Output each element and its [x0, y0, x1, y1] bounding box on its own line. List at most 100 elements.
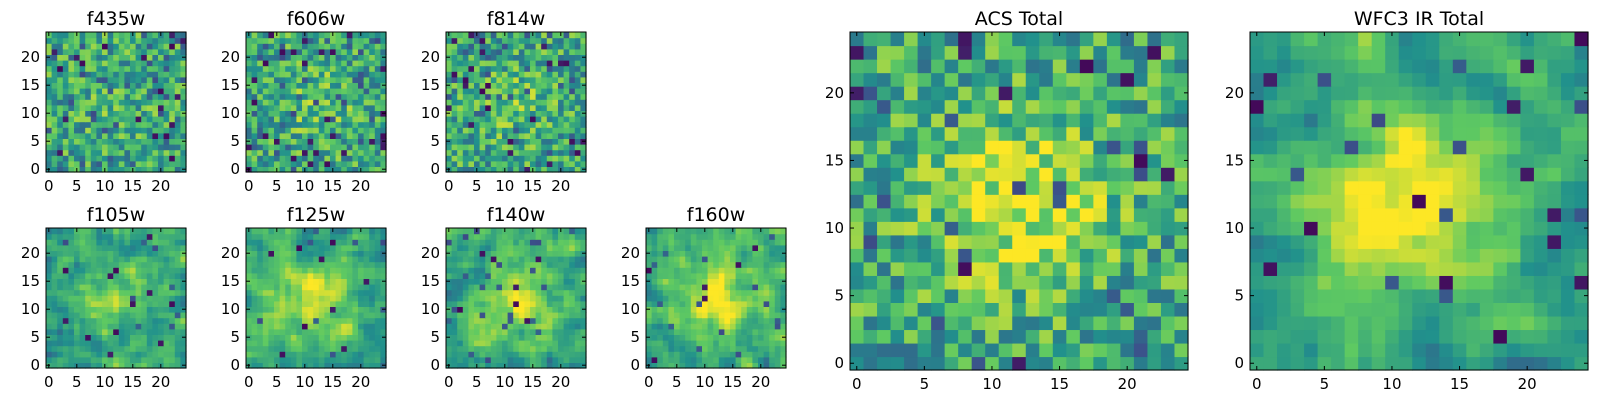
heatmap-cell: [274, 233, 281, 240]
heatmap-cell: [163, 351, 170, 358]
heatmap-cell: [363, 60, 370, 67]
heatmap-cell: [1174, 288, 1189, 303]
heatmap-cell: [468, 37, 475, 44]
heatmap-cell: [496, 328, 503, 335]
heatmap-cell: [558, 267, 565, 274]
heatmap-cell: [668, 250, 675, 257]
heatmap-cell: [152, 54, 159, 61]
heatmap-cell: [752, 362, 759, 369]
heatmap-cell: [679, 345, 686, 352]
heatmap-cell: [113, 127, 120, 134]
heatmap-cell: [79, 244, 86, 251]
heatmap-cell: [141, 261, 148, 268]
heatmap-cell: [662, 362, 669, 369]
heatmap-cell: [474, 278, 481, 285]
heatmap-cell: [352, 256, 359, 263]
heatmap-cell: [102, 351, 109, 358]
heatmap-cell: [502, 121, 509, 128]
heatmap-cell: [657, 340, 664, 347]
heatmap-cell: [96, 244, 103, 251]
heatmap-cell: [713, 239, 720, 246]
heatmap-cell: [307, 356, 314, 363]
heatmap-cell: [541, 132, 548, 139]
heatmap-cell: [79, 88, 86, 95]
heatmap-cell: [251, 144, 258, 151]
heatmap-cell: [51, 362, 58, 369]
heatmap-cell: [257, 250, 264, 257]
heatmap-cell: [285, 65, 292, 72]
heatmap-cell: [462, 300, 469, 307]
heatmap-cell: [146, 250, 153, 257]
heatmap-cell: [1160, 194, 1176, 209]
heatmap-cell: [735, 351, 742, 358]
heatmap-cell: [130, 121, 137, 128]
heatmap-cell: [130, 340, 137, 347]
heatmap-cell: [958, 342, 973, 358]
heatmap-cell: [850, 153, 865, 168]
heatmap-cell: [68, 351, 75, 358]
heatmap-cell: [146, 351, 153, 358]
heatmap-cell: [944, 194, 959, 209]
heatmap-cell: [118, 110, 125, 117]
heatmap-cell: [285, 256, 292, 263]
heatmap-cell: [74, 328, 81, 335]
heatmap-cell: [657, 312, 664, 319]
heatmap-cell: [363, 32, 370, 39]
heatmap-cell: [780, 323, 787, 330]
heatmap-cell: [118, 166, 125, 173]
heatmap-cell: [307, 284, 314, 291]
heatmap-cell: [518, 60, 525, 67]
heatmap-cell: [496, 256, 503, 263]
heatmap-cell: [51, 328, 58, 335]
heatmap-cell: [535, 110, 542, 117]
heatmap-cell: [662, 233, 669, 240]
heatmap-cell: [262, 43, 269, 50]
heatmap-cell: [1039, 167, 1054, 182]
heatmap-cell: [752, 250, 759, 257]
heatmap-cell: [107, 233, 114, 240]
heatmap-cell: [313, 144, 320, 151]
heatmap-cell: [251, 166, 258, 173]
heatmap-cell: [474, 110, 481, 117]
heatmap-cell: [507, 239, 514, 246]
heatmap-cell: [290, 289, 297, 296]
heatmap-cell: [341, 312, 348, 319]
heatmap-cell: [1052, 342, 1067, 358]
heatmap-cell: [324, 155, 331, 162]
heatmap-cell: [285, 356, 292, 363]
heatmap-cell: [546, 317, 553, 324]
heatmap-cell: [68, 261, 75, 268]
heatmap-cell: [530, 239, 537, 246]
heatmap-cell: [457, 32, 464, 39]
heatmap-cell: [462, 104, 469, 111]
heatmap-cell: [257, 256, 264, 263]
heatmap-cell: [358, 88, 365, 95]
heatmap-cell: [85, 306, 92, 313]
heatmap-cell: [502, 93, 509, 100]
heatmap-cell: [535, 300, 542, 307]
heatmap-cell: [118, 104, 125, 111]
heatmap-cell: [290, 37, 297, 44]
heatmap-cell: [1066, 288, 1081, 303]
heatmap-cell: [535, 233, 542, 240]
heatmap-cell: [496, 267, 503, 274]
heatmap-cell: [1025, 356, 1040, 371]
heatmap-cell: [96, 88, 103, 95]
heatmap-cell: [780, 244, 787, 251]
heatmap-cell: [479, 132, 486, 139]
heatmap-cell: [246, 121, 253, 128]
heatmap-cell: [85, 93, 92, 100]
heatmap-cell: [257, 272, 264, 279]
heatmap-cell: [57, 284, 64, 291]
heatmap-cell: [62, 328, 69, 335]
x-tick-label: 20: [151, 177, 170, 195]
heatmap-cell: [141, 272, 148, 279]
heatmap-cell: [524, 233, 531, 240]
heatmap-cell: [51, 138, 58, 145]
heatmap-cell: [274, 132, 281, 139]
heatmap-cell: [318, 300, 325, 307]
heatmap-cell: [268, 295, 275, 302]
heatmap-cell: [741, 233, 748, 240]
heatmap-cell: [118, 138, 125, 145]
heatmap-cell: [290, 82, 297, 89]
